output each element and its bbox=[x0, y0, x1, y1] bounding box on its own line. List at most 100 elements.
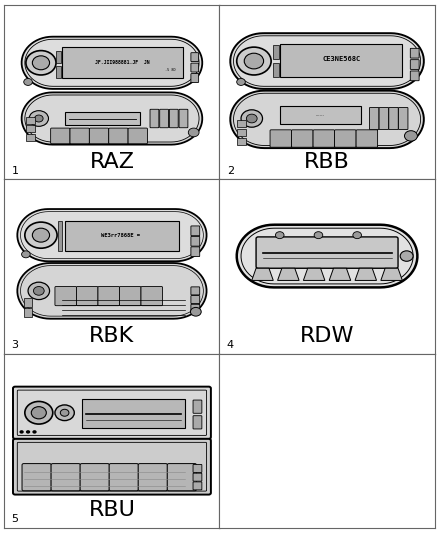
FancyBboxPatch shape bbox=[64, 111, 140, 125]
Ellipse shape bbox=[230, 33, 296, 89]
Circle shape bbox=[25, 222, 57, 248]
FancyBboxPatch shape bbox=[273, 228, 379, 284]
Text: CE3NE568C: CE3NE568C bbox=[322, 56, 360, 62]
Polygon shape bbox=[277, 268, 298, 280]
FancyBboxPatch shape bbox=[119, 287, 141, 306]
FancyBboxPatch shape bbox=[26, 117, 35, 124]
FancyBboxPatch shape bbox=[236, 138, 246, 144]
Ellipse shape bbox=[236, 225, 311, 287]
FancyBboxPatch shape bbox=[255, 237, 397, 268]
FancyBboxPatch shape bbox=[398, 108, 407, 130]
FancyBboxPatch shape bbox=[312, 130, 334, 147]
FancyBboxPatch shape bbox=[191, 226, 199, 236]
Circle shape bbox=[32, 228, 49, 242]
Circle shape bbox=[26, 51, 56, 75]
FancyBboxPatch shape bbox=[56, 66, 61, 78]
Text: RBK: RBK bbox=[89, 326, 134, 346]
Polygon shape bbox=[380, 268, 401, 280]
FancyBboxPatch shape bbox=[89, 128, 109, 144]
Ellipse shape bbox=[233, 36, 293, 86]
FancyBboxPatch shape bbox=[56, 51, 61, 63]
Ellipse shape bbox=[17, 263, 83, 319]
Ellipse shape bbox=[230, 91, 298, 148]
FancyBboxPatch shape bbox=[48, 209, 175, 261]
FancyBboxPatch shape bbox=[272, 45, 278, 59]
Text: RBU: RBU bbox=[88, 500, 135, 520]
Circle shape bbox=[399, 251, 412, 261]
FancyBboxPatch shape bbox=[141, 287, 162, 306]
FancyBboxPatch shape bbox=[26, 134, 35, 141]
Ellipse shape bbox=[342, 225, 417, 287]
FancyBboxPatch shape bbox=[279, 106, 360, 124]
FancyBboxPatch shape bbox=[272, 63, 278, 77]
Ellipse shape bbox=[21, 37, 83, 89]
Ellipse shape bbox=[233, 93, 295, 146]
Text: 1: 1 bbox=[12, 166, 18, 176]
FancyBboxPatch shape bbox=[169, 109, 178, 128]
FancyBboxPatch shape bbox=[50, 263, 173, 319]
Ellipse shape bbox=[140, 263, 206, 319]
Circle shape bbox=[188, 128, 198, 137]
Text: 2: 2 bbox=[226, 166, 233, 176]
FancyBboxPatch shape bbox=[378, 108, 388, 130]
FancyBboxPatch shape bbox=[236, 120, 246, 127]
FancyBboxPatch shape bbox=[334, 130, 355, 147]
Circle shape bbox=[275, 232, 283, 239]
Ellipse shape bbox=[17, 209, 79, 261]
FancyBboxPatch shape bbox=[410, 49, 418, 58]
Circle shape bbox=[33, 287, 44, 295]
Ellipse shape bbox=[21, 212, 76, 259]
FancyBboxPatch shape bbox=[193, 473, 201, 481]
FancyBboxPatch shape bbox=[62, 47, 183, 78]
FancyBboxPatch shape bbox=[150, 109, 159, 128]
FancyBboxPatch shape bbox=[64, 221, 178, 251]
FancyBboxPatch shape bbox=[191, 236, 199, 246]
Text: 3: 3 bbox=[12, 340, 18, 350]
FancyBboxPatch shape bbox=[109, 128, 128, 144]
FancyBboxPatch shape bbox=[53, 95, 171, 142]
Circle shape bbox=[190, 308, 201, 316]
Circle shape bbox=[246, 114, 257, 123]
FancyBboxPatch shape bbox=[264, 91, 389, 148]
FancyBboxPatch shape bbox=[191, 296, 199, 304]
Ellipse shape bbox=[346, 228, 412, 284]
Circle shape bbox=[28, 282, 49, 300]
FancyBboxPatch shape bbox=[263, 33, 390, 89]
Circle shape bbox=[26, 430, 30, 434]
FancyBboxPatch shape bbox=[191, 53, 198, 62]
FancyBboxPatch shape bbox=[236, 129, 246, 136]
Circle shape bbox=[32, 56, 49, 70]
FancyBboxPatch shape bbox=[13, 439, 210, 495]
Text: RBB: RBB bbox=[304, 152, 349, 172]
Circle shape bbox=[352, 232, 360, 239]
Circle shape bbox=[31, 407, 46, 419]
Circle shape bbox=[29, 111, 48, 126]
FancyBboxPatch shape bbox=[193, 464, 201, 472]
FancyBboxPatch shape bbox=[51, 464, 80, 491]
Polygon shape bbox=[328, 268, 350, 280]
FancyBboxPatch shape bbox=[193, 416, 201, 429]
FancyBboxPatch shape bbox=[50, 265, 173, 316]
Ellipse shape bbox=[144, 209, 206, 261]
FancyBboxPatch shape bbox=[369, 108, 378, 130]
FancyBboxPatch shape bbox=[191, 287, 199, 295]
Circle shape bbox=[240, 110, 262, 127]
FancyBboxPatch shape bbox=[138, 464, 167, 491]
FancyBboxPatch shape bbox=[13, 386, 210, 439]
Circle shape bbox=[55, 405, 74, 421]
FancyBboxPatch shape bbox=[388, 108, 397, 130]
Circle shape bbox=[236, 47, 271, 75]
Text: 4: 4 bbox=[226, 340, 233, 350]
Ellipse shape bbox=[147, 212, 203, 259]
Circle shape bbox=[314, 232, 322, 239]
Text: 5: 5 bbox=[12, 514, 18, 524]
FancyBboxPatch shape bbox=[24, 298, 32, 306]
FancyBboxPatch shape bbox=[179, 109, 187, 128]
Ellipse shape bbox=[240, 228, 307, 284]
Text: WE3rr7868E =: WE3rr7868E = bbox=[101, 233, 140, 238]
FancyBboxPatch shape bbox=[191, 63, 198, 72]
Text: JF.JII988881.JF  JN: JF.JII988881.JF JN bbox=[95, 60, 150, 65]
FancyBboxPatch shape bbox=[53, 37, 171, 89]
Polygon shape bbox=[354, 268, 376, 280]
FancyBboxPatch shape bbox=[193, 482, 201, 490]
